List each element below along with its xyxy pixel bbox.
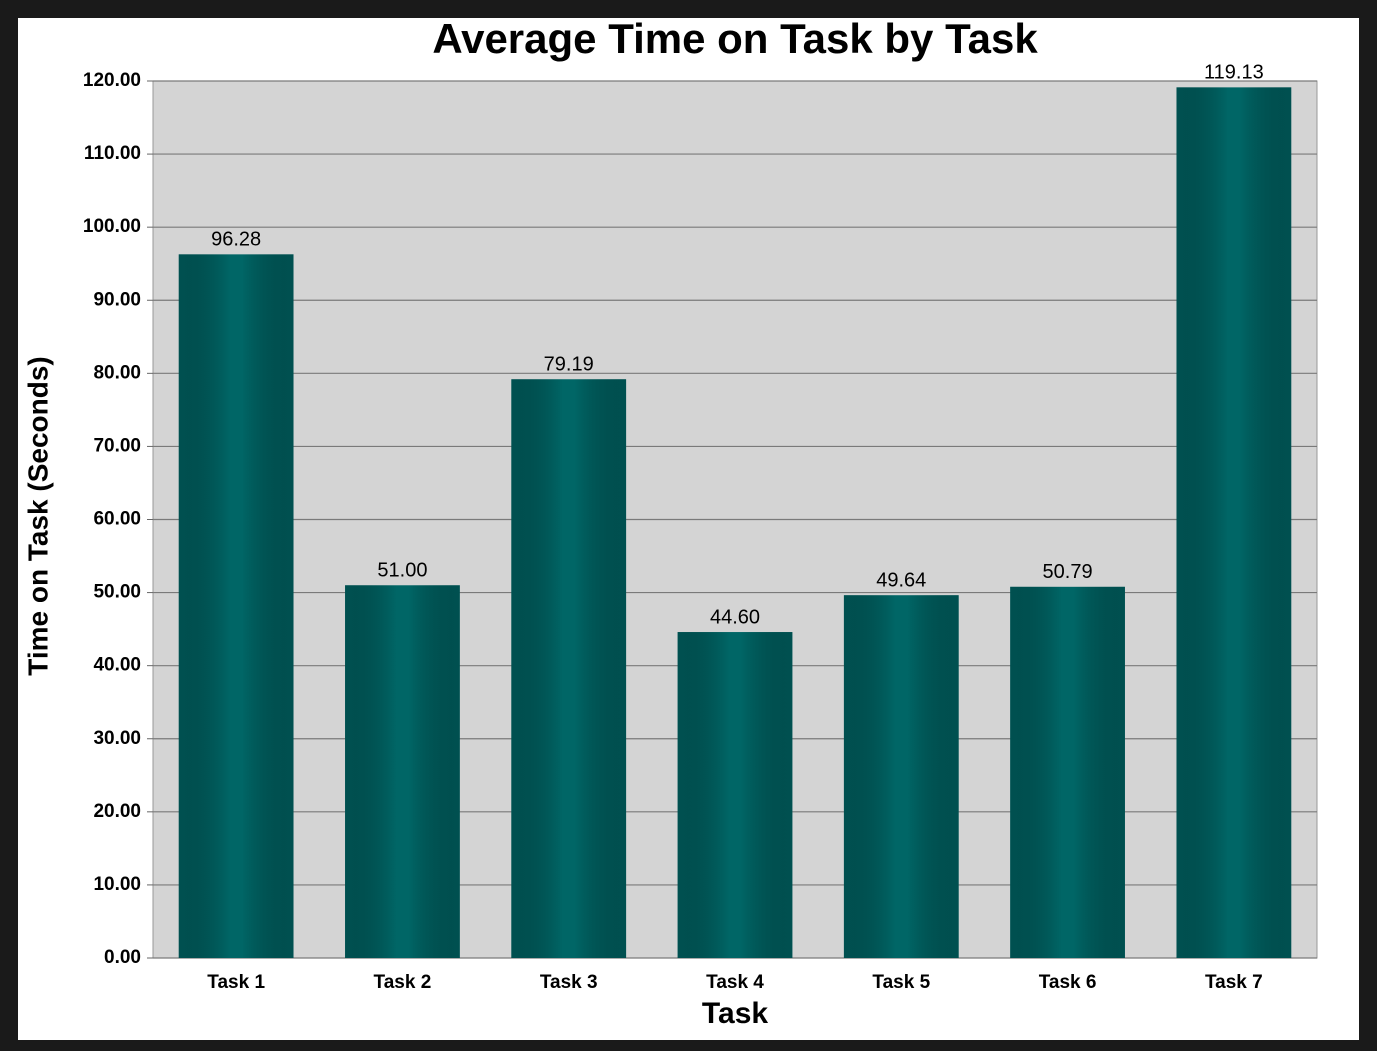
y-tick-label: 100.00 [83,216,141,237]
y-tick-label: 50.00 [93,582,141,603]
y-tick-label: 70.00 [93,435,141,456]
x-tick-label: Task 3 [540,972,598,993]
value-label: 49.64 [876,569,926,591]
bars [178,87,1292,959]
y-tick-label: 10.00 [93,874,141,895]
x-tick-label: Task 2 [374,972,432,993]
y-tick-label: 0.00 [104,947,141,968]
y-axis-label: Time on Task (Seconds) [22,356,53,675]
x-tick-label: Task 5 [872,972,930,993]
bar-shade [178,254,294,959]
bar-shade [1176,87,1292,958]
value-label: 119.13 [1204,62,1264,84]
bar-shade [843,595,959,958]
y-tick-label: 20.00 [93,801,141,822]
y-tick-label: 90.00 [93,289,141,310]
bar-shade [345,585,460,958]
value-label: 50.79 [1043,561,1093,583]
x-tick-label: Task 4 [706,972,764,993]
chart-title: Average Time on Task by Task [432,15,1038,62]
value-label: 51.00 [377,560,427,582]
y-tick-label: 80.00 [93,362,141,383]
bar-shade [511,379,627,959]
y-tick-label: 60.00 [93,509,141,530]
bar-shade [677,632,793,958]
x-axis-label: Task [702,997,768,1030]
x-tick-label: Task 1 [207,972,265,993]
value-label: 44.60 [710,606,760,628]
value-label: 79.19 [544,354,594,376]
x-tick-label: Task 6 [1039,972,1097,993]
y-tick-label: 40.00 [93,655,141,676]
x-tick-label: Task 7 [1205,972,1263,993]
y-tick-label: 30.00 [93,728,141,749]
y-tick-label: 120.00 [83,70,141,91]
y-tick-label: 110.00 [84,143,141,164]
bar-shade [1010,586,1125,958]
value-label: 96.28 [211,229,261,251]
